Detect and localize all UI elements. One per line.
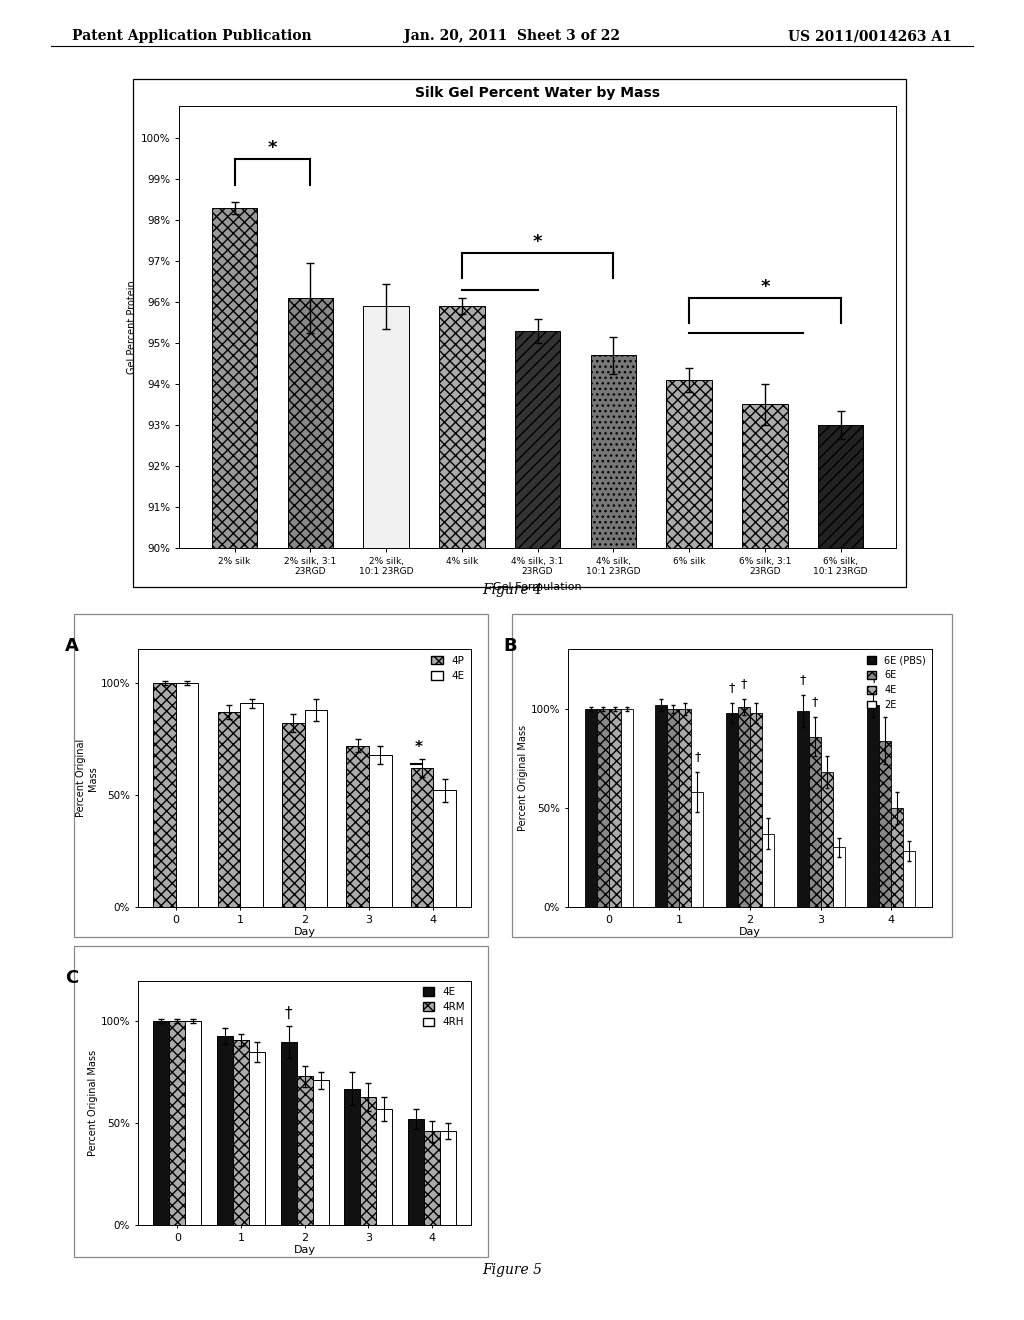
X-axis label: Day: Day — [739, 927, 761, 937]
Text: *: * — [760, 279, 770, 296]
Bar — [668, 709, 680, 907]
Bar — [750, 713, 762, 907]
Bar — [364, 306, 409, 548]
Text: Jan. 20, 2011  Sheet 3 of 22: Jan. 20, 2011 Sheet 3 of 22 — [404, 29, 620, 44]
Text: †: † — [811, 694, 818, 708]
Text: B: B — [503, 636, 516, 655]
Bar — [742, 404, 787, 548]
Bar — [154, 682, 176, 907]
Bar — [312, 1081, 329, 1225]
Bar — [376, 1109, 392, 1225]
Legend: 4E, 4RM, 4RH: 4E, 4RM, 4RH — [419, 983, 469, 1032]
Text: †: † — [741, 677, 748, 690]
Bar — [621, 709, 633, 907]
Text: †: † — [729, 681, 735, 694]
Bar — [282, 723, 305, 907]
Bar — [820, 772, 833, 907]
Bar — [360, 1097, 376, 1225]
Bar — [691, 792, 703, 907]
Bar — [433, 791, 456, 907]
Bar — [411, 768, 433, 907]
Text: Patent Application Publication: Patent Application Publication — [72, 29, 311, 44]
Bar — [409, 1119, 424, 1225]
Bar — [726, 713, 738, 907]
Bar — [585, 709, 597, 907]
Bar — [288, 298, 333, 548]
Bar — [249, 1052, 265, 1225]
Bar — [344, 1089, 360, 1225]
Bar — [609, 709, 621, 907]
Bar — [369, 755, 391, 907]
Bar — [281, 1041, 297, 1225]
Text: *: * — [267, 139, 278, 157]
Bar — [185, 1022, 201, 1225]
Bar — [305, 710, 328, 907]
Bar — [154, 1022, 169, 1225]
Bar — [680, 709, 691, 907]
Text: *: * — [532, 232, 543, 251]
Text: A: A — [66, 636, 79, 655]
Text: C: C — [66, 969, 78, 986]
Text: †: † — [285, 1006, 293, 1020]
Bar — [903, 851, 915, 907]
Text: Figure 4: Figure 4 — [482, 583, 542, 597]
Bar — [655, 705, 668, 907]
Text: Figure 5: Figure 5 — [482, 1263, 542, 1276]
Text: *: * — [415, 741, 423, 755]
Text: ‡: ‡ — [870, 671, 877, 684]
Bar — [591, 355, 636, 548]
Bar — [818, 425, 863, 548]
Bar — [797, 710, 809, 907]
Bar — [833, 847, 845, 907]
X-axis label: Day: Day — [294, 1245, 315, 1255]
Bar — [880, 741, 891, 907]
Title: Silk Gel Percent Water by Mass: Silk Gel Percent Water by Mass — [415, 86, 660, 100]
Bar — [891, 808, 903, 907]
Y-axis label: Percent Original Mass: Percent Original Mass — [518, 725, 527, 832]
Bar — [667, 380, 712, 548]
Legend: 6E (PBS), 6E, 4E, 2E: 6E (PBS), 6E, 4E, 2E — [863, 651, 930, 714]
Bar — [762, 834, 774, 907]
Y-axis label: Percent Original
Mass: Percent Original Mass — [76, 739, 97, 817]
Text: US 2011/0014263 A1: US 2011/0014263 A1 — [788, 29, 952, 44]
Bar — [346, 746, 369, 907]
Bar — [297, 1076, 312, 1225]
Bar — [176, 682, 199, 907]
Y-axis label: Gel Percent Protein: Gel Percent Protein — [127, 280, 136, 374]
X-axis label: Day: Day — [294, 927, 315, 937]
X-axis label: Gel Formulation: Gel Formulation — [494, 582, 582, 591]
Bar — [809, 737, 820, 907]
Bar — [597, 709, 609, 907]
Bar — [233, 1040, 249, 1225]
Bar — [738, 706, 751, 907]
Bar — [440, 1131, 456, 1225]
Bar — [515, 331, 560, 548]
Legend: 4P, 4E: 4P, 4E — [427, 652, 469, 685]
Text: †: † — [694, 750, 700, 763]
Bar — [241, 704, 263, 907]
Bar — [867, 705, 880, 907]
Y-axis label: Percent Original Mass: Percent Original Mass — [88, 1049, 97, 1156]
Bar — [217, 1036, 233, 1225]
Bar — [212, 209, 257, 548]
Bar — [218, 711, 241, 907]
Text: †: † — [800, 673, 806, 686]
Bar — [169, 1022, 185, 1225]
Bar — [424, 1131, 440, 1225]
Bar — [439, 306, 484, 548]
